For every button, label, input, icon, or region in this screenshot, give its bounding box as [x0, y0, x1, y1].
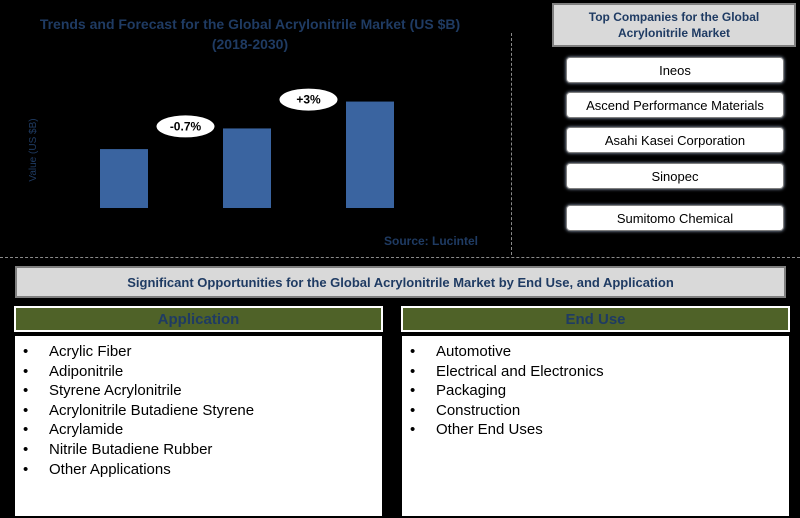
company-box-sinopec: Sinopec — [566, 163, 784, 189]
growth-annotation-label: -0.7% — [170, 119, 202, 133]
bar-0 — [100, 149, 148, 208]
company-box-sumitomo: Sumitomo Chemical — [566, 205, 784, 231]
bar-chart: Value (US $B) -0.7% +3% — [28, 88, 394, 208]
list-item: Automotive — [402, 342, 789, 362]
end-use-list: Automotive Electrical and Electronics Pa… — [402, 336, 789, 516]
application-header: Application — [14, 306, 383, 332]
list-item: Other Applications — [15, 460, 382, 480]
end-use-header: End Use — [401, 306, 790, 332]
growth-annotation-0: -0.7% — [156, 115, 215, 138]
top-companies-title: Top Companies for the Global Acrylonitri… — [552, 3, 796, 47]
list-item: Styrene Acrylonitrile — [15, 381, 382, 401]
opportunities-banner: Significant Opportunities for the Global… — [15, 266, 786, 298]
list-item: Construction — [402, 401, 789, 421]
list-item: Adiponitrile — [15, 362, 382, 382]
application-list: Acrylic Fiber Adiponitrile Styrene Acryl… — [15, 336, 382, 516]
growth-annotation-label: +3% — [296, 93, 321, 107]
list-item: Acrylamide — [15, 420, 382, 440]
list-item: Other End Uses — [402, 420, 789, 440]
list-item: Packaging — [402, 381, 789, 401]
list-item: Electrical and Electronics — [402, 362, 789, 382]
horizontal-divider — [0, 257, 800, 258]
company-box-asahi-kasei: Asahi Kasei Corporation — [566, 127, 784, 153]
bar-1 — [223, 128, 271, 208]
list-item: Acrylonitrile Butadiene Styrene — [15, 401, 382, 421]
list-item: Nitrile Butadiene Rubber — [15, 440, 382, 460]
chart-title: Trends and Forecast for the Global Acryl… — [39, 16, 461, 52]
company-box-ascend: Ascend Performance Materials — [566, 92, 784, 118]
chart-source: Source: Lucintel — [384, 234, 479, 248]
vertical-divider — [511, 33, 512, 255]
y-axis-label: Value (US $B) — [28, 118, 39, 181]
company-box-ineos: Ineos — [566, 57, 784, 83]
growth-annotation-1: +3% — [279, 88, 338, 111]
list-item: Acrylic Fiber — [15, 342, 382, 362]
bar-2 — [346, 101, 394, 208]
